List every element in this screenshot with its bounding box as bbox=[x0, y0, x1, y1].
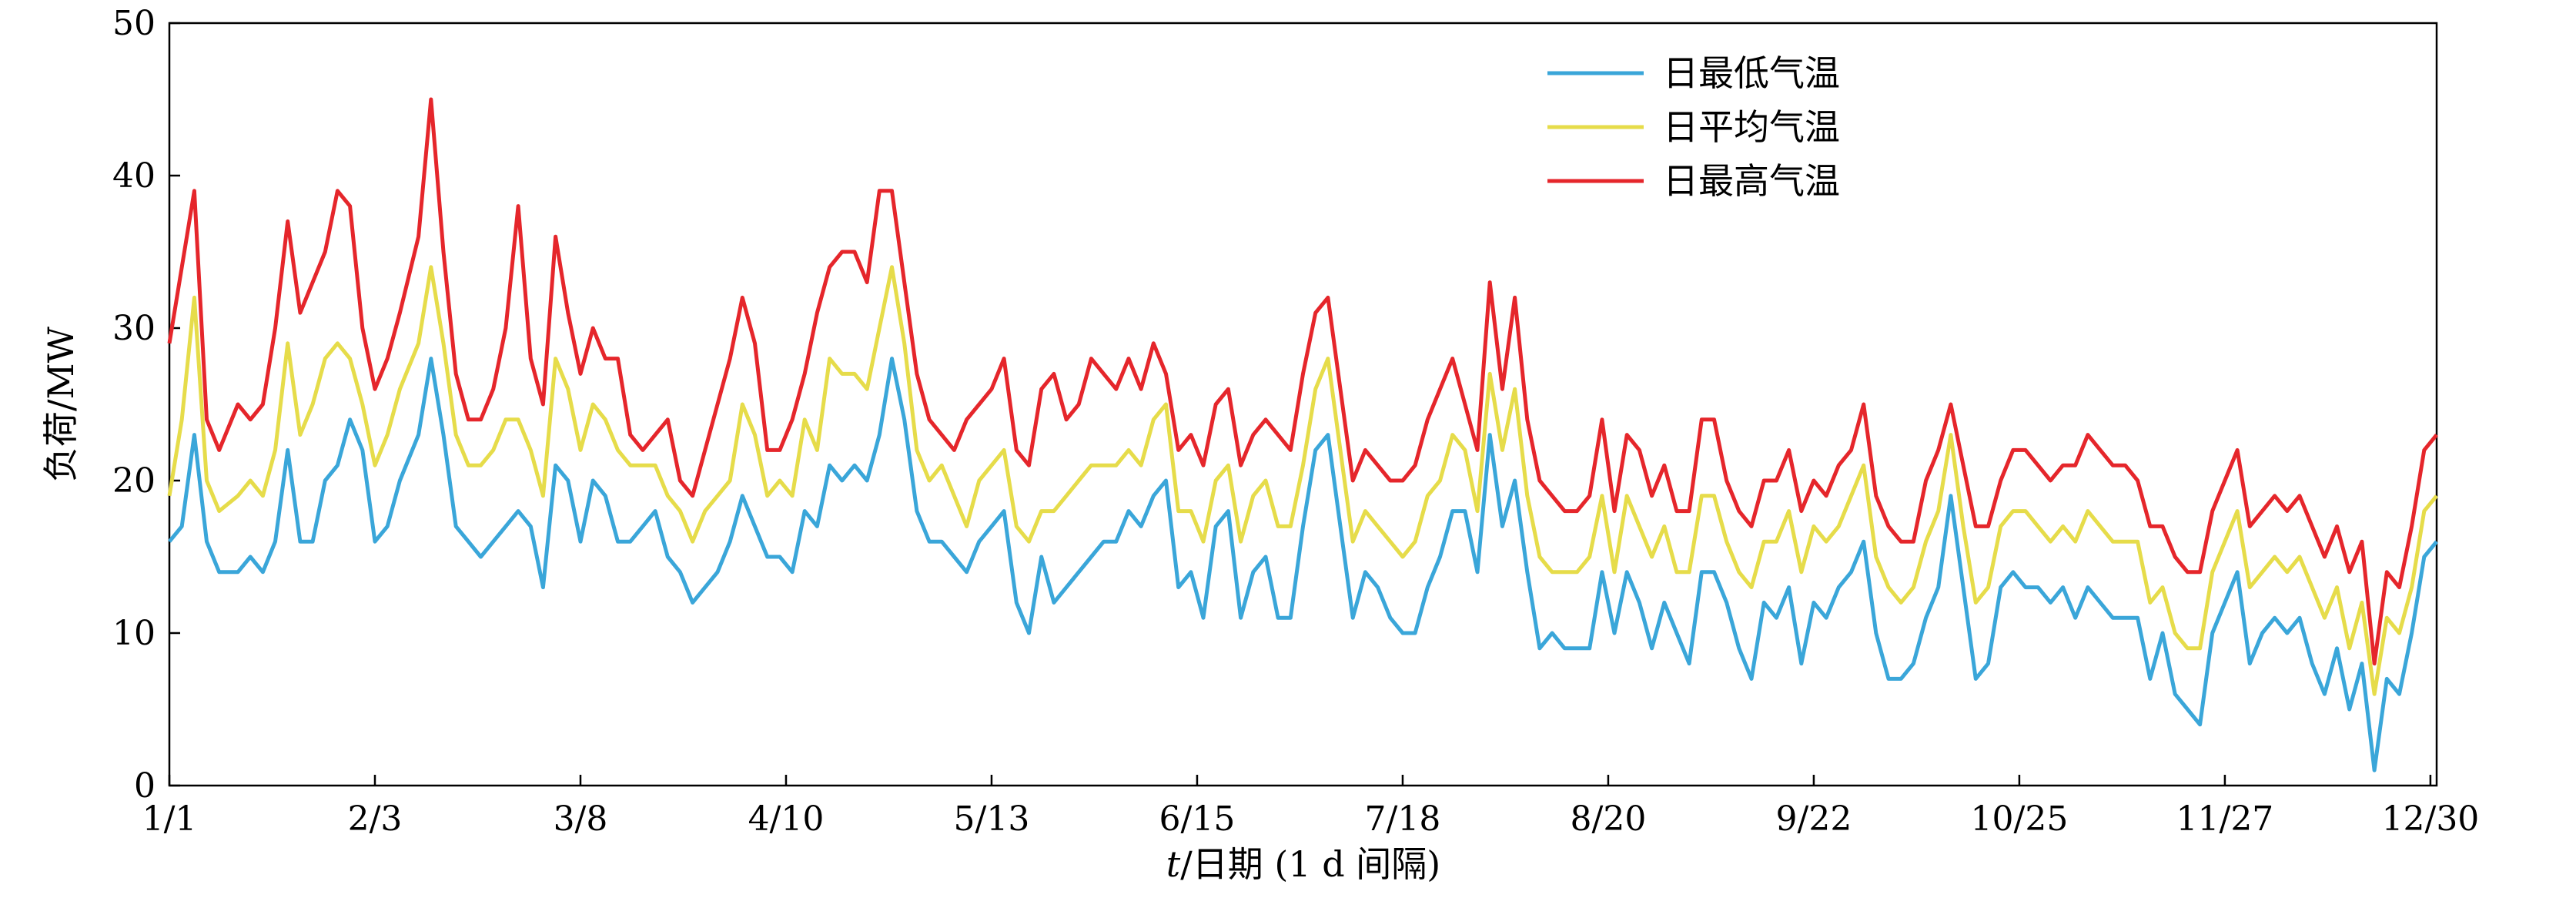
x-tick-label: 2/3 bbox=[348, 799, 403, 839]
x-tick-label: 5/13 bbox=[954, 799, 1030, 839]
series-line-3 bbox=[167, 97, 2438, 666]
y-axis-label: 负荷/MW bbox=[40, 326, 82, 482]
x-axis: 1/1 2/3 3/8 4/10 5/13 6/15 7/18 8/20 9/22 10/25 11… bbox=[142, 775, 2480, 839]
y-tick-label: 20 bbox=[112, 461, 156, 501]
y-tick-label: 10 bbox=[112, 614, 156, 653]
legend-label: 日平均气温 bbox=[1663, 106, 1840, 148]
series-line-1 bbox=[168, 357, 2438, 772]
x-tick-label: 12/30 bbox=[2382, 799, 2480, 839]
y-tick-label: 0 bbox=[134, 766, 156, 806]
x-tick-label: 10/25 bbox=[1971, 799, 2069, 839]
x-axis-label-italic: t bbox=[1166, 843, 1181, 885]
x-tick-label: 3/8 bbox=[554, 799, 608, 839]
x-tick-label: 6/15 bbox=[1159, 799, 1236, 839]
legend-label: 日最低气温 bbox=[1663, 52, 1840, 94]
y-axis: 0 10 20 30 40 50 bbox=[112, 4, 180, 806]
series-line-2 bbox=[167, 265, 2438, 696]
x-tick-label: 9/22 bbox=[1776, 799, 1852, 839]
plot-area-frame bbox=[168, 22, 2438, 787]
x-axis-label-rest: /日期 (1 d 间隔) bbox=[1180, 843, 1440, 885]
x-axis-label: t/日期 (1 d 间隔) bbox=[1166, 843, 1440, 885]
x-tick-label: 8/20 bbox=[1571, 799, 1647, 839]
x-tick-label: 11/27 bbox=[2176, 799, 2274, 839]
legend-label: 日最高气温 bbox=[1663, 160, 1840, 202]
series-group bbox=[167, 97, 2438, 772]
y-tick-label: 50 bbox=[112, 4, 156, 43]
y-tick-label: 40 bbox=[112, 156, 156, 196]
x-tick-label: 1/1 bbox=[142, 799, 197, 839]
x-tick-label: 4/10 bbox=[748, 799, 825, 839]
x-tick-label: 7/18 bbox=[1365, 799, 1441, 839]
y-tick-label: 30 bbox=[112, 309, 156, 348]
